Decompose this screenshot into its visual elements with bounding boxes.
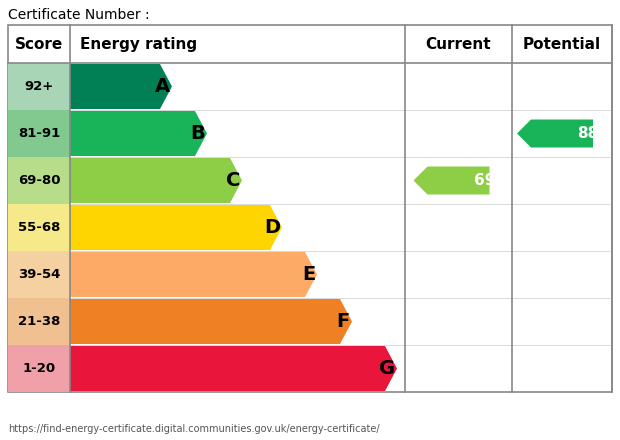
Polygon shape [70,346,397,391]
Text: 39-54: 39-54 [18,268,60,281]
Text: 1-20: 1-20 [22,362,56,375]
Bar [8,204,70,251]
Text: A: A [155,77,170,96]
Polygon shape [70,205,282,250]
Bar [8,25,612,392]
Polygon shape [70,252,317,297]
Bar [8,298,70,345]
Text: 69: 69 [474,173,495,188]
Text: Certificate Number :: Certificate Number : [8,8,149,22]
Polygon shape [70,64,172,109]
Text: D: D [264,218,280,237]
Text: C: C [226,171,240,190]
Bar [8,251,70,298]
Bar [8,63,70,110]
Text: F: F [337,312,350,331]
Bar [8,110,70,157]
Polygon shape [414,166,490,194]
Text: 69-80: 69-80 [18,174,60,187]
Text: Energy rating: Energy rating [80,37,197,51]
Text: 55-68: 55-68 [18,221,60,234]
Text: Potential: Potential [523,37,601,51]
Text: Score: Score [15,37,63,51]
Polygon shape [70,158,242,203]
Text: B: B [190,124,205,143]
Text: https://find-energy-certificate.digital.communities.gov.uk/energy-certificate/: https://find-energy-certificate.digital.… [8,424,379,434]
Polygon shape [70,299,352,344]
Polygon shape [517,120,593,147]
Text: 88: 88 [577,126,599,141]
Polygon shape [70,111,207,156]
Text: 92+: 92+ [24,80,53,93]
Text: G: G [379,359,395,378]
Text: 81-91: 81-91 [18,127,60,140]
Bar [8,345,70,392]
Text: 21-38: 21-38 [18,315,60,328]
Bar [8,157,70,204]
Text: Current: Current [426,37,491,51]
Text: E: E [302,265,315,284]
